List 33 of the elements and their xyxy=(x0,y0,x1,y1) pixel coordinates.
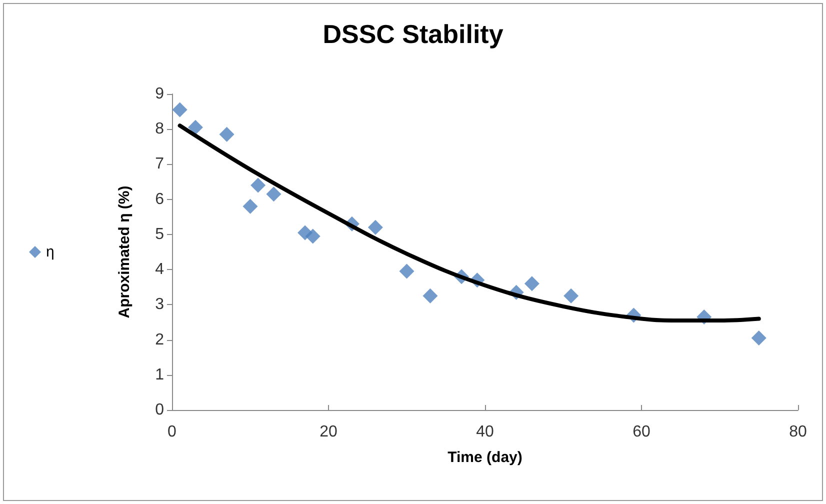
chart-title: DSSC Stability xyxy=(322,19,504,49)
x-tick-label: 20 xyxy=(320,424,338,440)
y-tick-label: 4 xyxy=(155,261,164,278)
point xyxy=(422,288,438,304)
point xyxy=(524,276,540,292)
y-tick-label: 5 xyxy=(155,226,164,243)
x-tick-label: 0 xyxy=(168,424,177,440)
point xyxy=(188,120,203,135)
point xyxy=(368,220,383,235)
y-tick-label: 2 xyxy=(155,331,164,348)
point xyxy=(266,186,282,202)
y-tick-label: 6 xyxy=(155,190,164,208)
point xyxy=(172,102,188,118)
point xyxy=(751,330,766,346)
y-axis-title: Aproximated η (%) xyxy=(116,186,133,318)
point xyxy=(219,126,234,142)
x-tick-label: 60 xyxy=(632,424,650,440)
point xyxy=(242,198,258,214)
x-tick-label: 80 xyxy=(789,424,807,440)
line-series xyxy=(178,124,761,322)
point xyxy=(564,288,579,304)
y-tick-label: 9 xyxy=(155,86,164,102)
point xyxy=(305,228,320,244)
legend-label: η xyxy=(46,244,54,260)
point xyxy=(250,178,266,193)
x-tick-label: 40 xyxy=(476,424,494,440)
y-tick-label: 7 xyxy=(155,156,164,173)
x-axis-title: Time (day) xyxy=(448,449,522,466)
y-tick-label: 3 xyxy=(155,296,164,314)
y-tick-label: 0 xyxy=(155,402,164,418)
y-tick-label: 8 xyxy=(155,120,164,138)
y-tick-label: 1 xyxy=(155,366,164,384)
point xyxy=(399,264,414,279)
